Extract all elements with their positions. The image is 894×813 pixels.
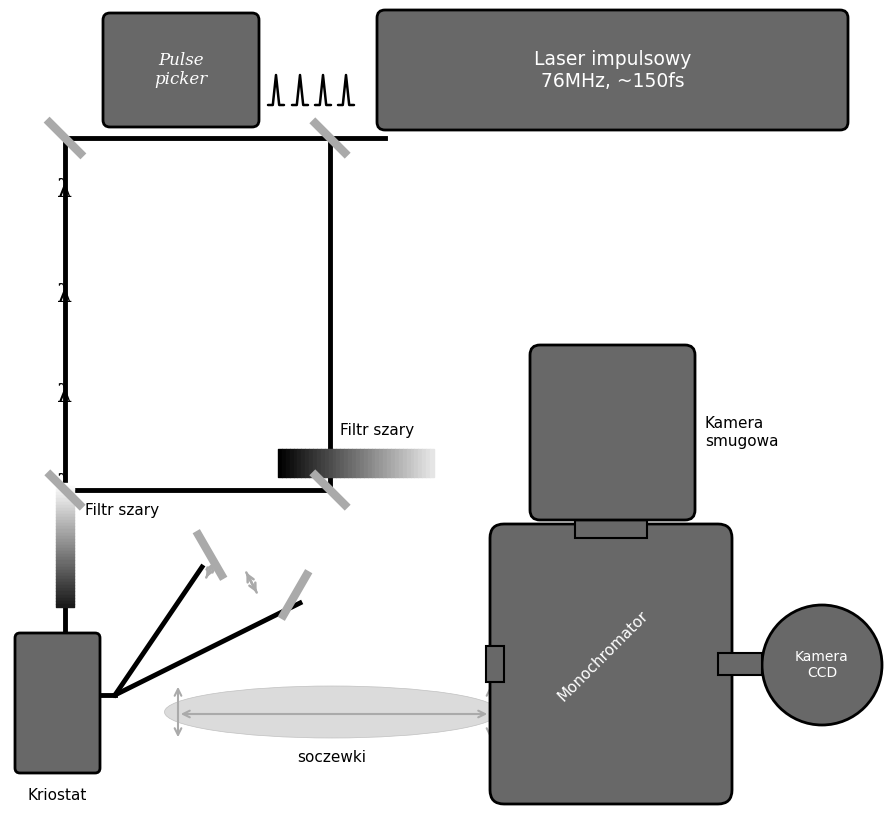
Ellipse shape <box>164 686 499 738</box>
Text: Filtr szary: Filtr szary <box>85 502 159 518</box>
FancyBboxPatch shape <box>103 13 258 127</box>
FancyBboxPatch shape <box>717 653 761 675</box>
FancyBboxPatch shape <box>574 510 646 538</box>
Text: λ: λ <box>57 284 72 307</box>
FancyBboxPatch shape <box>15 633 100 773</box>
Text: Monochromator: Monochromator <box>554 608 650 704</box>
Text: soczewki: soczewki <box>297 750 366 764</box>
Text: λ: λ <box>57 179 72 202</box>
Circle shape <box>761 605 881 725</box>
FancyBboxPatch shape <box>489 524 731 804</box>
Text: Filtr szary: Filtr szary <box>340 423 414 437</box>
Text: Pulse
picker: Pulse picker <box>154 52 207 89</box>
FancyBboxPatch shape <box>376 10 847 130</box>
Text: Kamera
CCD: Kamera CCD <box>794 650 848 680</box>
Text: Kamera
smugowa: Kamera smugowa <box>704 416 778 449</box>
Text: λ: λ <box>57 473 72 497</box>
FancyBboxPatch shape <box>485 646 503 682</box>
FancyBboxPatch shape <box>529 345 695 520</box>
Text: Laser impulsowy
76MHz, ~150fs: Laser impulsowy 76MHz, ~150fs <box>533 50 690 90</box>
Text: Kriostat: Kriostat <box>28 788 87 802</box>
Text: λ: λ <box>57 384 72 406</box>
